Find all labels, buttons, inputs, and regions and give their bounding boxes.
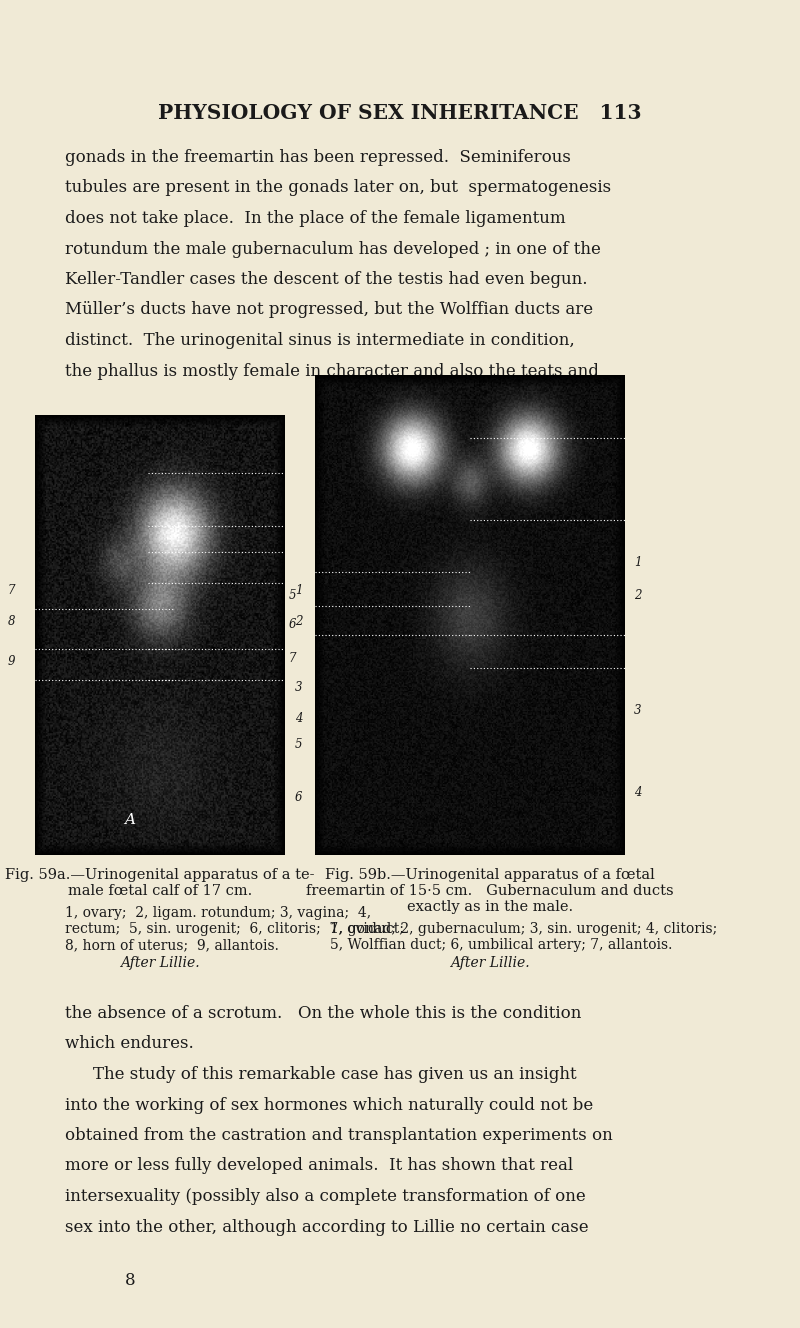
Text: more or less fully developed animals.  It has shown that real: more or less fully developed animals. It… (65, 1158, 573, 1174)
Text: 6: 6 (289, 618, 296, 631)
Text: 2: 2 (295, 615, 302, 628)
Text: sex into the other, although according to Lillie no certain case: sex into the other, although according t… (65, 1219, 589, 1235)
Text: tubules are present in the gonads later on, but  spermatogenesis: tubules are present in the gonads later … (65, 179, 611, 197)
Text: rectum;  5, sin. urogenit;  6, clitoris;  7, oviduct;: rectum; 5, sin. urogenit; 6, clitoris; 7… (65, 922, 404, 936)
Text: which endures.: which endures. (65, 1036, 194, 1053)
Text: Fig. 59a.—Urinogenital apparatus of a te-: Fig. 59a.—Urinogenital apparatus of a te… (6, 869, 314, 882)
Text: 2: 2 (634, 590, 642, 603)
Text: does not take place.  In the place of the female ligamentum: does not take place. In the place of the… (65, 210, 566, 227)
Text: 8, horn of uterus;  9, allantois.: 8, horn of uterus; 9, allantois. (65, 938, 279, 952)
Text: Müller’s ducts have not progressed, but the Wolffian ducts are: Müller’s ducts have not progressed, but … (65, 301, 593, 319)
Text: the absence of a scrotum.   On the whole this is the condition: the absence of a scrotum. On the whole t… (65, 1005, 582, 1023)
Text: 7: 7 (289, 652, 296, 665)
Text: 5: 5 (295, 738, 302, 752)
Text: obtained from the castration and transplantation experiments on: obtained from the castration and transpl… (65, 1127, 613, 1143)
Text: 7: 7 (7, 584, 15, 598)
Text: 8: 8 (125, 1272, 135, 1289)
Text: 5, Wolffian duct; 6, umbilical artery; 7, allantois.: 5, Wolffian duct; 6, umbilical artery; 7… (330, 938, 672, 952)
Text: 1, ovary;  2, ligam. rotundum; 3, vagina;  4,: 1, ovary; 2, ligam. rotundum; 3, vagina;… (65, 906, 371, 920)
Text: 1: 1 (634, 555, 642, 568)
Text: 9: 9 (7, 655, 15, 668)
Text: 4: 4 (634, 786, 642, 799)
Text: the phallus is mostly female in character and also the teats and: the phallus is mostly female in characte… (65, 363, 599, 380)
Text: distinct.  The urinogenital sinus is intermediate in condition,: distinct. The urinogenital sinus is inte… (65, 332, 574, 349)
Text: PHYSIOLOGY OF SEX INHERITANCE   113: PHYSIOLOGY OF SEX INHERITANCE 113 (158, 104, 642, 124)
Text: After Lillie.: After Lillie. (450, 956, 530, 969)
Text: into the working of sex hormones which naturally could not be: into the working of sex hormones which n… (65, 1097, 594, 1113)
Text: 5: 5 (289, 590, 296, 603)
Text: male fœtal calf of 17 cm.: male fœtal calf of 17 cm. (68, 884, 252, 898)
Text: A: A (125, 813, 135, 827)
Text: 3: 3 (634, 704, 642, 717)
Text: exactly as in the male.: exactly as in the male. (407, 900, 573, 914)
Text: 3: 3 (295, 681, 302, 695)
Text: Fig. 59b.—Urinogenital apparatus of a fœtal: Fig. 59b.—Urinogenital apparatus of a fœ… (325, 869, 655, 882)
Text: 8: 8 (7, 615, 15, 628)
Text: Keller-Tandler cases the descent of the testis had even begun.: Keller-Tandler cases the descent of the … (65, 271, 587, 288)
Text: The study of this remarkable case has given us an insight: The study of this remarkable case has gi… (93, 1066, 577, 1084)
Text: After Lillie.: After Lillie. (120, 956, 200, 969)
Text: 1: 1 (295, 584, 302, 598)
Text: 6: 6 (295, 791, 302, 805)
Text: intersexuality (possibly also a complete transformation of one: intersexuality (possibly also a complete… (65, 1189, 586, 1204)
Text: 1, gonad; 2, gubernaculum; 3, sin. urogenit; 4, clitoris;: 1, gonad; 2, gubernaculum; 3, sin. uroge… (330, 922, 718, 936)
Text: rotundum the male gubernaculum has developed ; in one of the: rotundum the male gubernaculum has devel… (65, 240, 601, 258)
Text: 4: 4 (295, 712, 302, 725)
Text: freemartin of 15·5 cm.   Gubernaculum and ducts: freemartin of 15·5 cm. Gubernaculum and … (306, 884, 674, 898)
Text: gonads in the freemartin has been repressed.  Seminiferous: gonads in the freemartin has been repres… (65, 149, 571, 166)
